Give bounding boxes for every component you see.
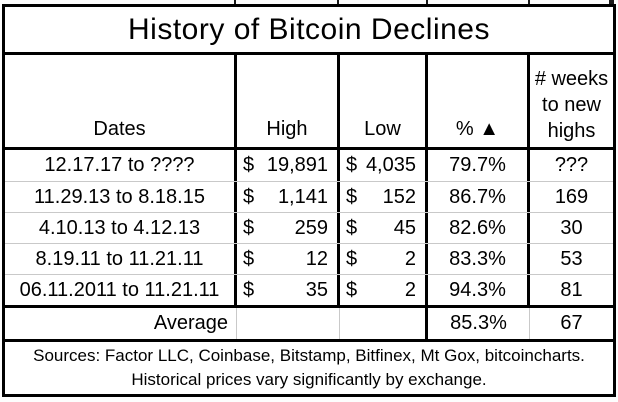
dollar-sign: $: [243, 278, 255, 301]
table-row: 8.19.11 to 11.21.11 $ 12 $ 2 83.3% 53: [5, 243, 613, 274]
cell-high: $ 259: [237, 213, 340, 243]
dollar-sign: $: [346, 216, 358, 239]
sources-footer: Sources: Factor LLC, Coinbase, Bitstamp,…: [5, 342, 613, 394]
table-title: History of Bitcoin Declines: [5, 7, 613, 55]
grid-tick: [234, 0, 236, 6]
average-percent-decline: 85.3%: [428, 308, 530, 339]
average-high-empty: [237, 308, 340, 339]
high-value: 259: [294, 216, 328, 239]
cell-percent-decline: 83.3%: [428, 244, 530, 274]
average-low-empty: [340, 308, 428, 339]
column-header-dates: Dates: [5, 55, 237, 147]
cell-percent-decline: 94.3%: [428, 275, 530, 305]
dollar-sign: $: [346, 247, 358, 270]
cell-dates: 11.29.13 to 8.18.15: [5, 182, 237, 212]
table-body: 12.17.17 to ???? $ 19,891 $ 4,035 79.7% …: [5, 150, 613, 305]
column-header-high: High: [237, 55, 340, 147]
high-value: 35: [305, 278, 328, 301]
low-value: 45: [393, 216, 416, 239]
cell-high: $ 1,141: [237, 182, 340, 212]
cell-weeks: 53: [560, 247, 583, 270]
low-value: 4,035: [365, 154, 416, 176]
cell-dates: 12.17.17 to ????: [5, 150, 237, 181]
table-row: 11.29.13 to 8.18.15 $ 1,141 $ 152 86.7% …: [5, 181, 613, 212]
cell-low: $ 152: [340, 182, 428, 212]
low-value: 2: [404, 247, 416, 270]
cell-weeks: 30: [560, 216, 583, 239]
dollar-sign: $: [243, 154, 255, 176]
grid-tick: [426, 0, 428, 6]
cell-percent-decline: 79.7%: [428, 150, 530, 181]
column-header-percent-decline: % ▲: [428, 55, 530, 147]
cell-percent-decline: 86.7%: [428, 182, 530, 212]
cell-dates: 8.19.11 to 11.21.11: [5, 244, 237, 274]
cell-weeks: 169: [554, 185, 589, 208]
column-header-low: Low: [340, 55, 428, 147]
high-value: 1,141: [277, 185, 328, 208]
cell-percent-decline: 82.6%: [428, 213, 530, 243]
bitcoin-declines-table: History of Bitcoin Declines Dates High L…: [2, 4, 616, 397]
grid-tick: [609, 0, 614, 6]
cell-low: $ 2: [340, 244, 428, 274]
cell-dates: 4.10.13 to 4.12.13: [5, 213, 237, 243]
cell-low: $ 4,035: [340, 150, 428, 181]
cell-weeks: ???: [554, 154, 589, 176]
cell-high: $ 35: [237, 275, 340, 305]
average-label: Average: [5, 308, 237, 339]
grid-tick: [528, 0, 530, 6]
cell-high: $ 19,891: [237, 150, 340, 181]
low-value: 2: [404, 278, 416, 301]
high-value: 19,891: [266, 154, 328, 176]
dollar-sign: $: [346, 154, 358, 176]
average-weeks: 67: [560, 312, 583, 334]
dollar-sign: $: [243, 216, 255, 239]
header-row: Dates High Low % ▲ # weeks to new highs: [5, 55, 613, 150]
cell-weeks: 81: [560, 278, 583, 301]
table-row: 06.11.2011 to 11.21.11 $ 35 $ 2 94.3% 81: [5, 274, 613, 305]
table-row: 4.10.13 to 4.12.13 $ 259 $ 45 82.6% 30: [5, 212, 613, 243]
dollar-sign: $: [346, 185, 358, 208]
grid-tick: [337, 0, 339, 6]
high-value: 12: [305, 247, 328, 270]
dollar-sign: $: [243, 185, 255, 208]
cell-dates: 06.11.2011 to 11.21.11: [5, 275, 237, 305]
dollar-sign: $: [346, 278, 358, 301]
dollar-sign: $: [243, 247, 255, 270]
cell-low: $ 45: [340, 213, 428, 243]
table-row: 12.17.17 to ???? $ 19,891 $ 4,035 79.7% …: [5, 150, 613, 181]
average-row: Average 85.3% 67: [5, 305, 613, 342]
cell-high: $ 12: [237, 244, 340, 274]
cell-low: $ 2: [340, 275, 428, 305]
disclaimer-line: Historical prices vary significantly by …: [131, 370, 487, 389]
column-header-weeks-to-new-highs: # weeks to new highs: [534, 68, 609, 142]
low-value: 152: [382, 185, 416, 208]
sources-line: Sources: Factor LLC, Coinbase, Bitstamp,…: [33, 346, 585, 365]
